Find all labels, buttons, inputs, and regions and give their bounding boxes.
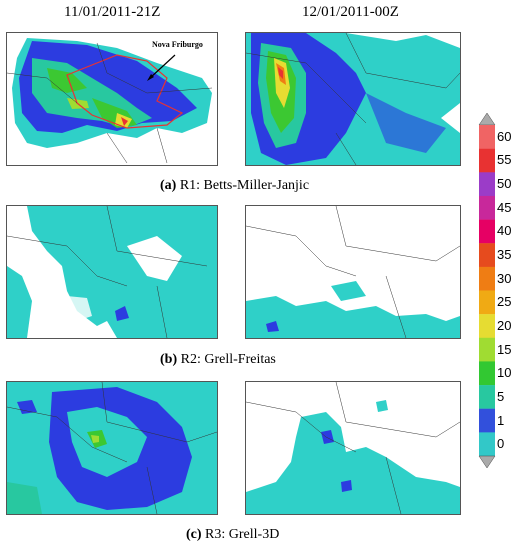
colorbar-svg — [478, 112, 496, 469]
colorbar-label: 5 — [497, 388, 505, 404]
colorbar-bottom-arrow — [478, 455, 496, 469]
colorbar-segment — [479, 125, 495, 149]
colorbar — [478, 112, 496, 469]
caption-r3-text: R3: Grell-3D — [201, 527, 280, 542]
column-title-2: 12/01/2011-00Z — [302, 4, 399, 20]
map-panel-r1-21z — [6, 32, 218, 166]
colorbar-segment — [479, 408, 495, 433]
map-panel-r3-00z — [245, 381, 461, 515]
colorbar-segment — [479, 385, 495, 409]
caption-r3: (c) R3: Grell-3D — [186, 527, 279, 543]
map-panel-r3-21z — [6, 381, 218, 515]
colorbar-segment — [479, 148, 495, 173]
caption-r2-text: R2: Grell-Freitas — [177, 352, 276, 367]
colorbar-label: 1 — [497, 412, 505, 428]
colorbar-label: 25 — [497, 294, 512, 310]
colorbar-label: 45 — [497, 199, 512, 215]
colorbar-label: 0 — [497, 436, 505, 452]
colorbar-segment — [479, 172, 495, 197]
colorbar-segment — [479, 337, 495, 362]
caption-r1: (a) R1: Betts-Miller-Janjic — [160, 178, 309, 194]
colorbar-label: 20 — [497, 317, 512, 333]
colorbar-segment — [479, 219, 495, 244]
caption-r2-tag: (b) — [160, 352, 178, 367]
colorbar-segment — [479, 243, 495, 268]
caption-r1-text: R1: Betts-Miller-Janjic — [176, 178, 310, 193]
colorbar-label: 10 — [497, 365, 512, 381]
colorbar-label: 50 — [497, 176, 512, 192]
caption-r2: (b) R2: Grell-Freitas — [160, 352, 276, 368]
colorbar-label: 30 — [497, 270, 512, 286]
colorbar-label: 35 — [497, 247, 512, 263]
colorbar-label: 55 — [497, 152, 512, 168]
caption-r3-tag: (c) — [186, 527, 202, 542]
map-panel-r2-21z — [6, 205, 218, 339]
colorbar-label: 60 — [497, 128, 512, 144]
colorbar-segment — [479, 266, 495, 291]
annotation-nova-friburgo: Nova Friburgo — [152, 40, 203, 49]
colorbar-segment — [479, 361, 495, 386]
caption-r1-tag: (a) — [160, 178, 177, 193]
column-title-1: 11/01/2011-21Z — [64, 4, 161, 20]
colorbar-segment — [479, 314, 495, 338]
colorbar-top-arrow — [478, 112, 496, 126]
map-panel-r2-00z — [245, 205, 461, 339]
colorbar-label: 15 — [497, 341, 512, 357]
colorbar-label: 40 — [497, 223, 512, 239]
colorbar-segment — [479, 195, 495, 220]
colorbar-segment — [479, 432, 495, 457]
map-panel-r1-00z — [245, 32, 461, 166]
colorbar-segment — [479, 290, 495, 315]
